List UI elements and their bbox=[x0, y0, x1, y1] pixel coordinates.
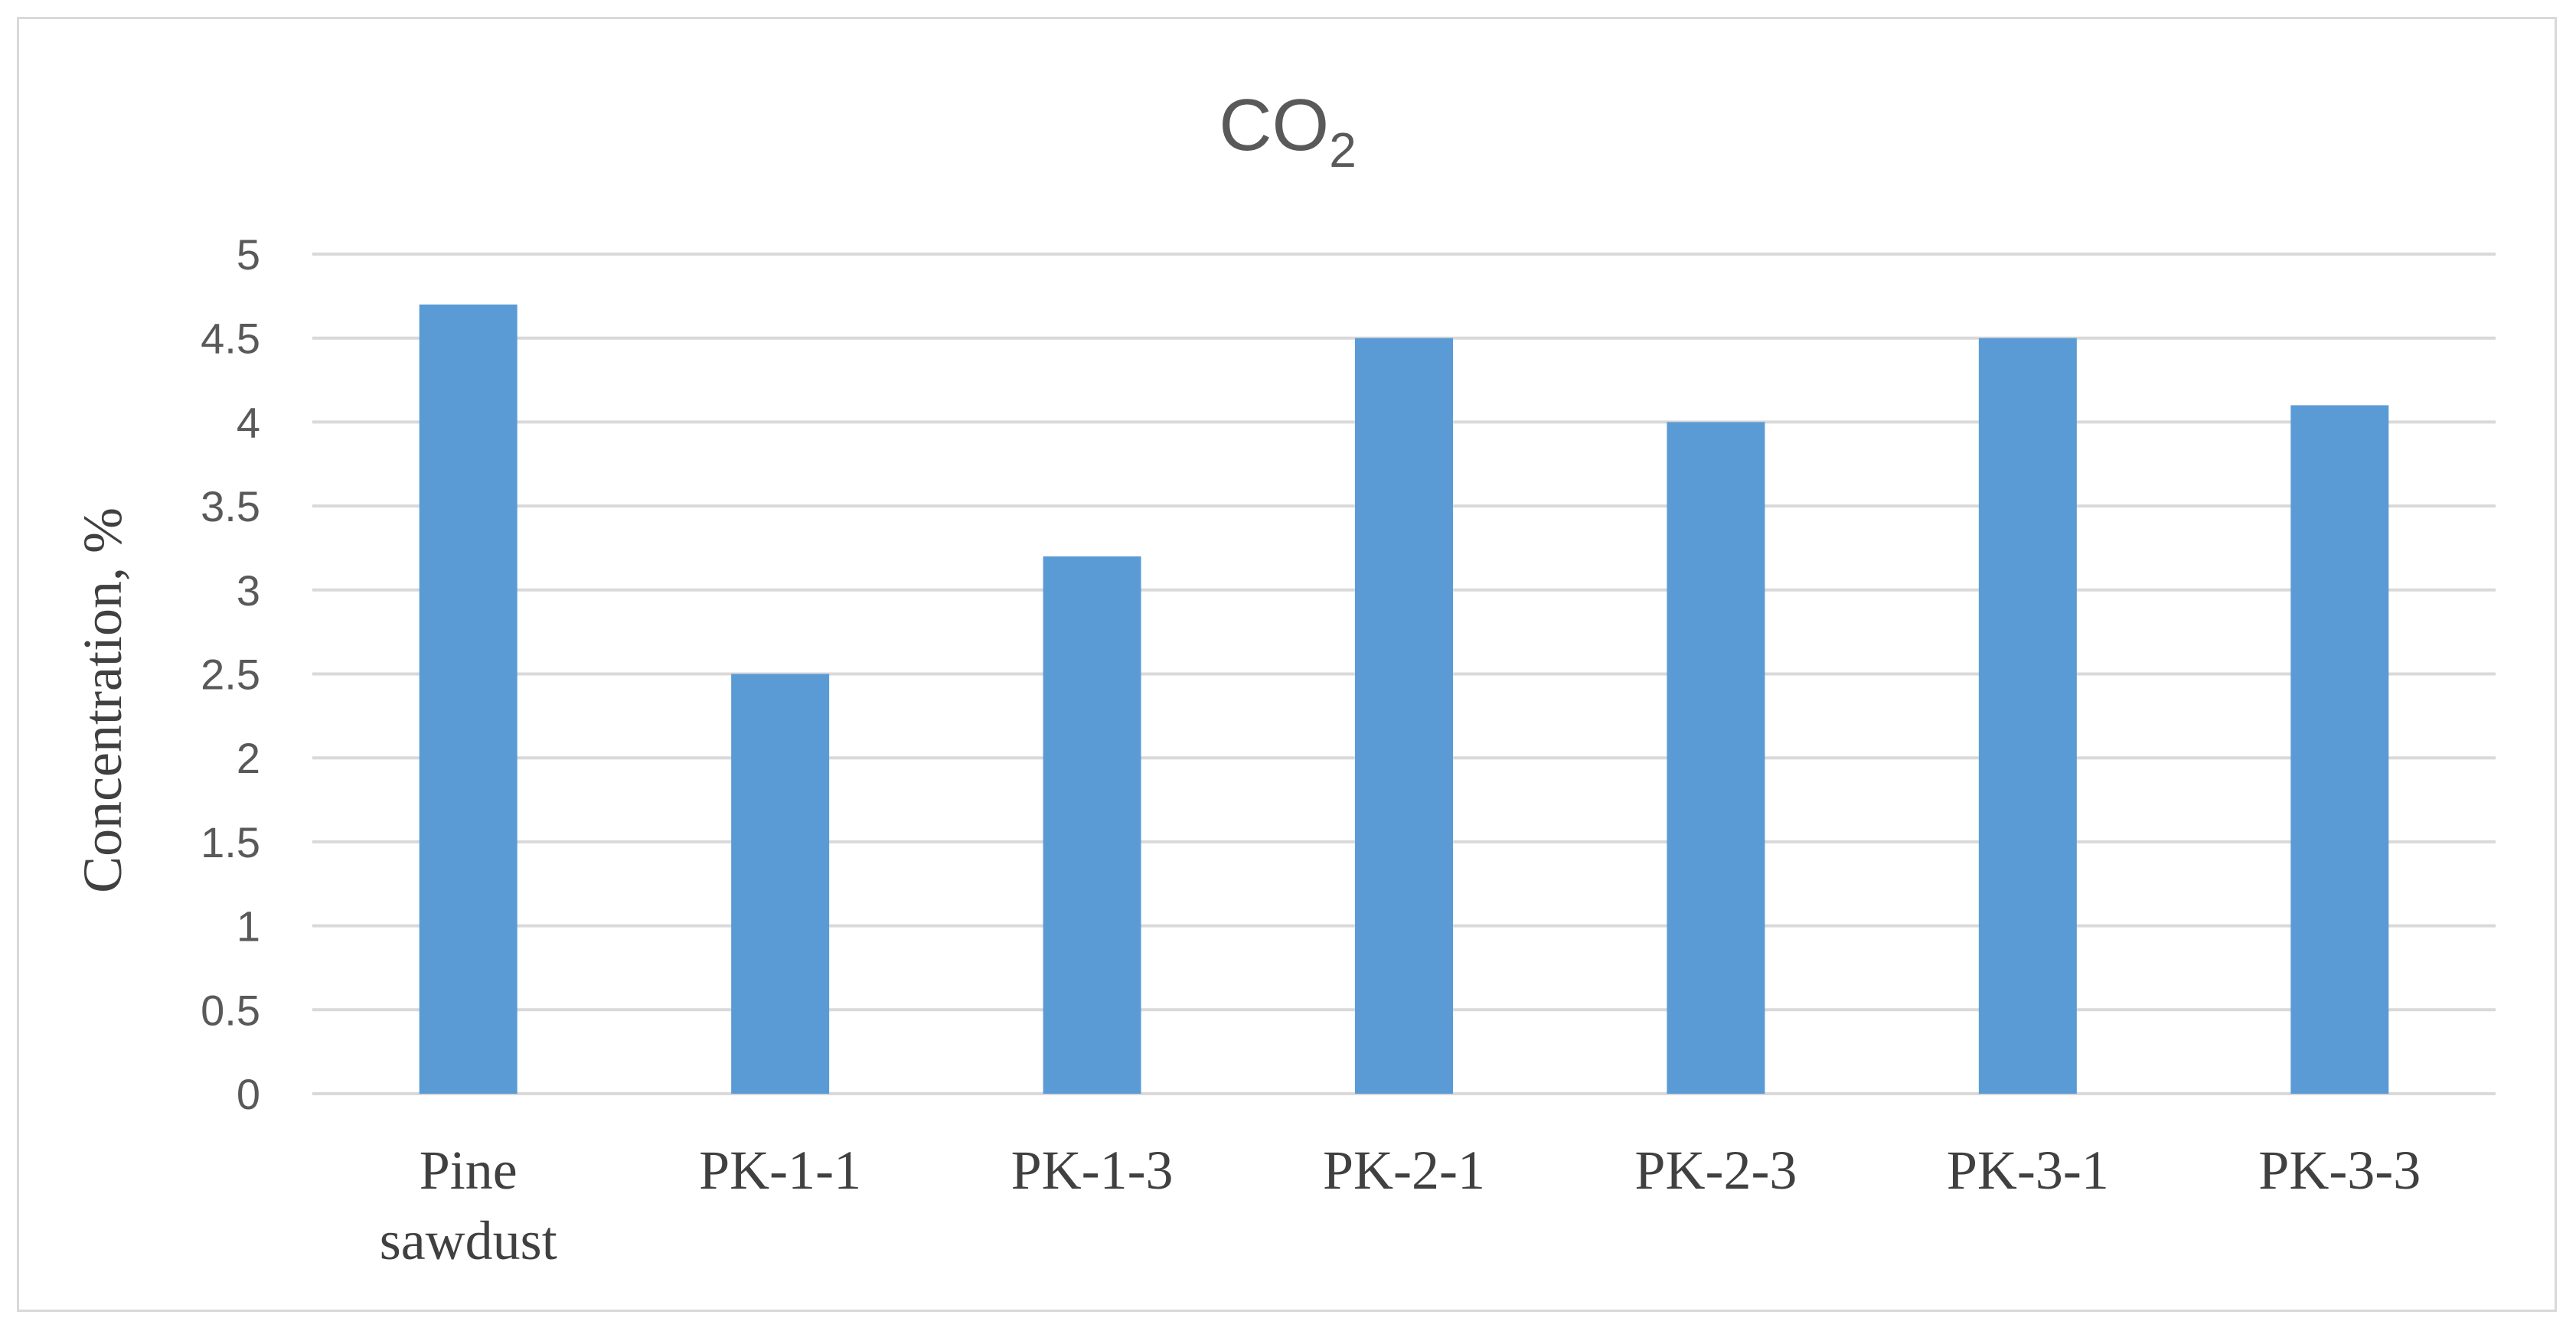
bar bbox=[2290, 405, 2389, 1094]
y-tick-label: 3 bbox=[237, 566, 260, 615]
bar bbox=[731, 674, 830, 1094]
chart-title-main: CO bbox=[1219, 84, 1329, 166]
bar bbox=[1043, 556, 1141, 1094]
y-tick-label: 2 bbox=[237, 734, 260, 782]
x-tick-label: PK-1-1 bbox=[699, 1140, 861, 1201]
y-tick-label: 4.5 bbox=[201, 315, 260, 363]
bar bbox=[419, 304, 517, 1094]
y-tick-label: 4 bbox=[237, 398, 260, 446]
y-tick-label: 0.5 bbox=[201, 986, 260, 1034]
y-tick-label: 1.5 bbox=[201, 818, 260, 866]
y-tick-label: 2.5 bbox=[201, 651, 260, 699]
bar bbox=[1667, 422, 1765, 1094]
bars bbox=[419, 304, 2389, 1094]
chart-title: CO2 bbox=[1219, 84, 1357, 178]
x-axis-ticks: Pine sawdust PK-1-1 PK-1-3 PK-2-1 PK-2-3 PK-3-… bbox=[380, 1140, 2421, 1271]
x-tick-label: PK-2-3 bbox=[1634, 1140, 1797, 1201]
bar bbox=[1978, 338, 2077, 1094]
y-tick-label: 0 bbox=[237, 1070, 260, 1118]
y-tick-label: 3.5 bbox=[201, 482, 260, 530]
bar bbox=[1355, 338, 1453, 1094]
x-tick-label: PK-3-1 bbox=[1947, 1140, 2109, 1201]
y-tick-label: 1 bbox=[237, 902, 260, 951]
y-axis-ticks: 0 0.5 1 1.5 2 2.5 3 3.5 4 4.5 5 bbox=[201, 230, 260, 1118]
chart-title-subscript: 2 bbox=[1329, 122, 1357, 178]
y-axis-label: Concentration, % bbox=[72, 507, 133, 893]
x-tick-label: PK-1-3 bbox=[1011, 1140, 1174, 1201]
x-tick-label: PK-3-3 bbox=[2258, 1140, 2421, 1201]
x-tick-label: Pine sawdust bbox=[380, 1140, 557, 1271]
y-tick-label: 5 bbox=[237, 230, 260, 279]
x-tick-label: PK-2-1 bbox=[1323, 1140, 1485, 1201]
